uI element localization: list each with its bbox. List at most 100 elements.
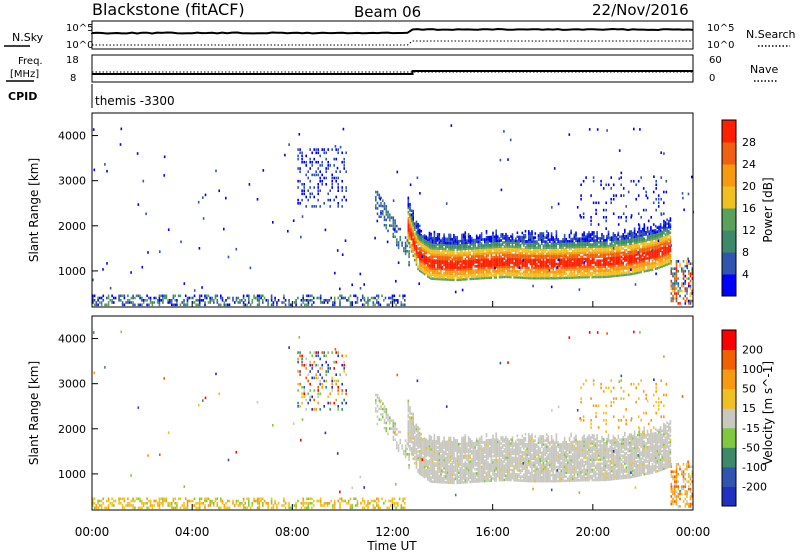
echo-cell	[651, 245, 654, 249]
echo-cell	[475, 451, 478, 455]
echo-cell	[195, 303, 197, 307]
echo-cell	[417, 253, 419, 256]
echo-cell	[528, 232, 530, 235]
echo-cell	[591, 275, 594, 279]
echo-cell	[471, 241, 473, 244]
echo-cell	[349, 301, 352, 304]
echo-cell	[467, 470, 470, 474]
echo-cell	[594, 273, 597, 277]
echo-cell	[562, 240, 564, 243]
echo-cell	[401, 244, 403, 247]
cpid-label: CPID	[8, 90, 37, 103]
echo-cell	[630, 240, 633, 243]
echo-cell	[433, 273, 436, 277]
echo-cell	[459, 463, 462, 466]
echo-cell	[262, 301, 264, 304]
echo-cell	[449, 475, 452, 478]
echo-cell	[443, 243, 445, 247]
echo-cell	[433, 234, 436, 238]
echo-cell	[594, 253, 597, 256]
echo-cell	[562, 248, 564, 251]
echo-cell	[412, 418, 414, 422]
echo-cell	[407, 423, 410, 427]
echo-cell	[640, 270, 642, 274]
echo-cell	[448, 276, 450, 279]
echo-cell	[581, 251, 584, 255]
echo-cell	[659, 239, 662, 242]
echo-cell	[495, 237, 497, 241]
echo-cell	[209, 296, 211, 300]
echo-cell	[433, 269, 436, 272]
echo-cell	[428, 260, 431, 263]
echo-cell	[420, 233, 423, 237]
echo-cell	[661, 259, 663, 262]
echo-cell	[594, 241, 597, 244]
echo-cell	[617, 270, 620, 273]
echo-cell	[663, 246, 665, 249]
echo-cell	[611, 242, 613, 245]
echo-cell	[571, 276, 574, 279]
echo-cell	[342, 127, 345, 131]
echo-cell	[550, 262, 553, 266]
echo-cell	[602, 187, 605, 190]
freq-tick-hi: 18	[66, 55, 79, 66]
echo-cell	[515, 255, 517, 259]
echo-cell	[550, 246, 553, 249]
echo-cell	[149, 299, 152, 302]
echo-cell	[670, 297, 673, 300]
echo-cell	[508, 263, 510, 267]
echo-cell	[420, 258, 423, 261]
echo-cell	[319, 179, 321, 183]
echo-cell	[477, 439, 480, 443]
echo-cell	[501, 237, 504, 240]
echo-cell	[418, 238, 421, 242]
echo-cell	[675, 274, 678, 278]
echo-cell	[558, 258, 561, 262]
echo-cell	[474, 478, 476, 481]
echo-cell	[409, 438, 411, 442]
echo-cell	[451, 449, 454, 452]
echo-cell	[474, 480, 476, 483]
echo-cell	[479, 234, 481, 237]
echo-cell	[664, 241, 667, 245]
echo-cell	[677, 269, 680, 273]
echo-cell	[658, 242, 660, 245]
echo-cell	[682, 267, 685, 270]
echo-cell	[663, 238, 665, 241]
echo-cell	[402, 296, 404, 300]
echo-cell	[607, 244, 610, 248]
echo-cell	[436, 442, 439, 445]
echo-cell	[545, 244, 548, 247]
echo-cell	[472, 452, 475, 455]
echo-cell	[550, 250, 553, 254]
echo-cell	[487, 272, 489, 275]
echo-cell	[469, 454, 471, 457]
echo-cell	[469, 456, 471, 459]
echo-cell	[430, 445, 432, 449]
echo-cell	[511, 243, 514, 246]
echo-cell	[541, 254, 543, 258]
echo-cell	[571, 266, 574, 269]
echo-cell	[614, 258, 616, 261]
colorbar-tick-label: 4	[742, 268, 749, 281]
echo-cell	[558, 250, 561, 253]
echo-cell	[396, 241, 398, 244]
echo-cell	[683, 208, 685, 212]
echo-cell	[511, 247, 514, 251]
echo-cell	[605, 227, 607, 230]
power-heatmap	[92, 124, 695, 307]
echo-cell	[446, 257, 449, 261]
echo-cell	[584, 237, 587, 240]
echo-cell	[467, 458, 470, 461]
echo-cell	[562, 242, 564, 245]
echo-cell	[311, 192, 313, 196]
echo-cell	[418, 464, 421, 467]
echo-cell	[462, 475, 465, 478]
echo-cell	[438, 478, 441, 482]
echo-cell	[451, 444, 454, 448]
echo-cell	[617, 274, 620, 277]
echo-cell	[435, 253, 437, 256]
echo-cell	[417, 434, 419, 437]
echo-cell	[615, 250, 618, 253]
echo-cell	[682, 277, 685, 280]
